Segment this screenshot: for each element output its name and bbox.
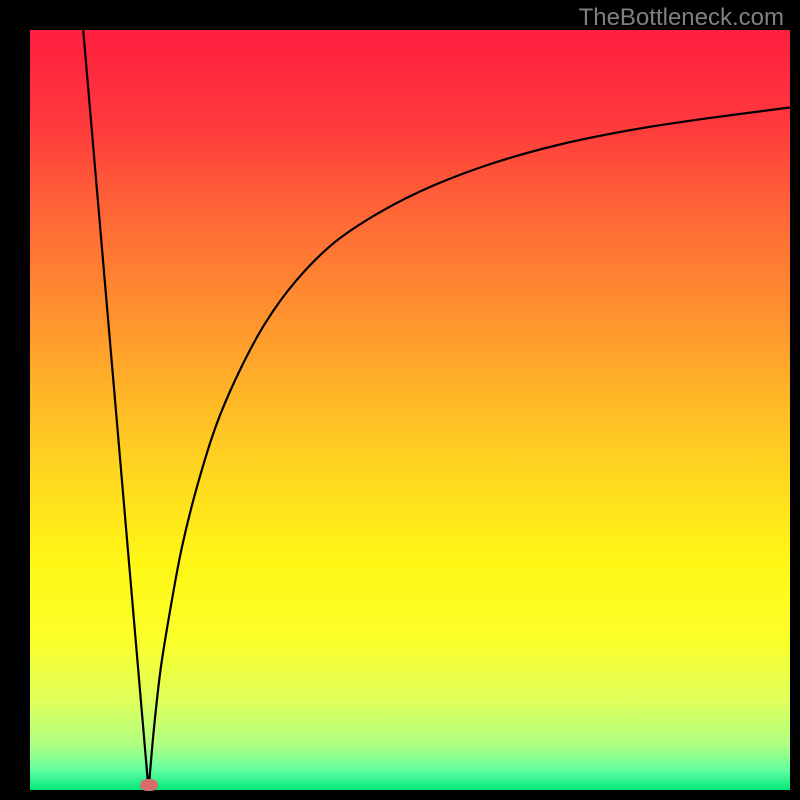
bottleneck-curve (30, 30, 790, 790)
minimum-marker (140, 779, 158, 791)
watermark-text: TheBottleneck.com (579, 4, 784, 32)
chart-container: TheBottleneck.com (0, 0, 800, 800)
plot-area (30, 30, 790, 790)
